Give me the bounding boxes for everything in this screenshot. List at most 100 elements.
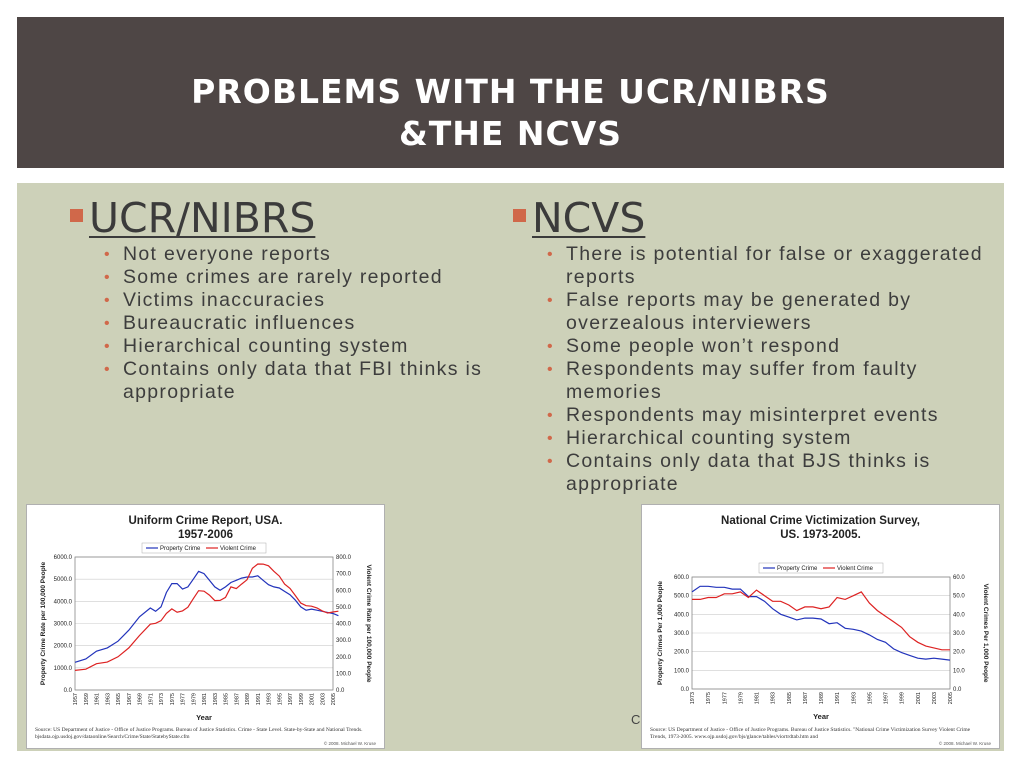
y-tick-label: 600.0: [674, 575, 690, 581]
x-tick-label: 1981: [755, 692, 761, 704]
chart-copyright: © 2008. Michael W. Kruse: [323, 741, 376, 746]
x-tick-label: 1959: [84, 693, 90, 705]
y2-tick-label: 0.0: [953, 687, 962, 693]
slide-title: PROBLEMS WITH THE UCR/NIBRS &THE NCVS: [17, 71, 1004, 155]
stray-character: C: [631, 712, 641, 727]
x-tick-label: 1971: [148, 693, 154, 705]
x-tick-label: 1977: [181, 693, 187, 705]
bullet-dot-icon: •: [547, 407, 554, 424]
legend-label: Violent Crime: [220, 546, 257, 552]
y-tick-label: 4000.0: [54, 599, 73, 605]
legend-box: [141, 542, 267, 554]
y2-tick-label: 0.0: [336, 688, 345, 694]
x-tick-label: 1985: [787, 692, 793, 704]
x-tick-label: 1987: [803, 692, 809, 704]
bullet-text: Contains only data that BJS thinks is ap…: [566, 450, 931, 495]
x-tick-label: 1997: [884, 692, 890, 704]
x-tick-label: 1973: [690, 692, 696, 704]
y-tick-label: 300.0: [674, 631, 690, 637]
bullet-text: Bureaucratic influences: [123, 312, 356, 334]
x-tick-label: 1975: [170, 693, 176, 705]
x-tick-label: 1991: [256, 693, 262, 705]
plot-frame: [74, 556, 334, 691]
bullet-dot-icon: •: [547, 292, 554, 309]
x-tick-label: 1961: [95, 693, 101, 705]
y2-tick-label: 800.0: [336, 555, 352, 561]
x-tick-label: 1991: [835, 692, 841, 704]
x-tick-label: 1983: [771, 692, 777, 704]
ucr-heading-row: UCR/NIBRS: [70, 195, 490, 241]
x-tick-label: 1979: [191, 693, 197, 705]
ucr-chart: Uniform Crime Report, USA. 1957-2006 0.0…: [26, 504, 385, 749]
x-tick-label: 1975: [706, 692, 712, 704]
chart-title-line: Uniform Crime Report, USA.: [128, 515, 283, 527]
list-item: • Bureaucratic influences: [104, 312, 490, 335]
bullet-dot-icon: •: [547, 453, 554, 470]
x-tick-label: 1965: [116, 693, 122, 705]
y-tick-label: 1000.0: [54, 666, 73, 672]
bullet-text: Some people won’t respond: [566, 335, 841, 357]
x-tick-label: 1983: [213, 693, 219, 705]
title-line-1: PROBLEMS WITH THE UCR/NIBRS: [191, 72, 830, 111]
bullet-dot-icon: •: [547, 430, 554, 447]
y-tick-label: 6000.0: [54, 555, 73, 561]
list-item: • There is potential for false or exagger…: [547, 243, 1003, 289]
bullet-text: Respondents may suffer from faulty memor…: [566, 358, 918, 403]
list-item: • Contains only data that FBI thinks is a…: [104, 358, 490, 404]
y2-tick-label: 10.0: [953, 668, 965, 674]
list-item: • Respondents may suffer from faulty memo…: [547, 358, 1003, 404]
x-tick-label: 1997: [288, 693, 294, 705]
title-line-2: &THE NCVS: [398, 114, 623, 153]
bullet-text: Hierarchical counting system: [123, 335, 409, 357]
x-tick-label: 1993: [851, 692, 857, 704]
y2-tick-label: 700.0: [336, 572, 352, 578]
y-tick-label: 500.0: [674, 594, 690, 600]
x-tick-label: 2005: [948, 692, 954, 704]
ucr-column: UCR/NIBRS • Not everyone reports • Some cr…: [70, 195, 490, 404]
bullet-text: Not everyone reports: [123, 243, 332, 265]
y2-axis-label: Violent Crimes Per 1,000 People: [982, 584, 989, 683]
x-tick-label: 1985: [224, 693, 230, 705]
y2-tick-label: 40.0: [953, 612, 965, 618]
x-tick-label: 2005: [331, 693, 337, 705]
bullet-text: Contains only data that FBI thinks is ap…: [123, 358, 483, 403]
x-tick-label: 1979: [738, 692, 744, 704]
bullet-text: False reports may be generated by overze…: [566, 289, 912, 334]
y2-tick-label: 400.0: [336, 622, 352, 628]
y2-tick-label: 50.0: [953, 594, 965, 600]
title-bar: PROBLEMS WITH THE UCR/NIBRS &THE NCVS: [17, 17, 1004, 168]
x-axis-label: Year: [196, 713, 212, 722]
list-item: • Contains only data that BJS thinks is a…: [547, 450, 1003, 496]
x-tick-label: 1995: [277, 693, 283, 705]
x-tick-label: 1957: [73, 693, 79, 705]
list-item: • False reports may be generated by overz…: [547, 289, 1003, 335]
series-line-property-crime: [691, 585, 951, 661]
list-item: • Some people won’t respond: [547, 335, 1003, 358]
chart-title: National Crime Victimization Survey, US.…: [642, 514, 999, 542]
series-line-violent-crime: [692, 589, 950, 651]
x-tick-label: 1999: [299, 693, 305, 705]
x-tick-label: 1989: [245, 693, 251, 705]
bullet-dot-icon: •: [104, 292, 111, 309]
bullet-dot-icon: •: [547, 361, 554, 378]
x-tick-label: 1973: [159, 693, 165, 705]
y2-tick-label: 100.0: [336, 671, 352, 677]
chart-copyright: © 2008. Michael W. Kruse: [938, 741, 991, 746]
y-tick-label: 3000.0: [54, 622, 73, 628]
x-tick-label: 2001: [310, 693, 316, 705]
ncvs-column: NCVS • There is potential for false or ex…: [513, 195, 1003, 496]
bullet-dot-icon: •: [104, 338, 111, 355]
x-tick-label: 1999: [900, 692, 906, 704]
x-tick-label: 1987: [234, 693, 240, 705]
square-bullet-icon: [70, 209, 83, 222]
ncvs-chart-svg: 0.0 100.0 200.0 300.0 400.0 500.0 600.0 0.0 10.0…: [657, 562, 989, 721]
list-item: • Hierarchical counting system: [547, 427, 1003, 450]
y-axis-label: Property Crimes Per 1,000 People: [657, 581, 664, 685]
y2-axis-label: Violent Crime Rate per 100,000 People: [365, 564, 372, 682]
x-tick-label: 2001: [916, 692, 922, 704]
bullet-dot-icon: •: [547, 246, 554, 263]
y-tick-label: 0.0: [64, 688, 73, 694]
ncvs-bullet-list: • There is potential for false or exagger…: [513, 243, 1003, 496]
x-tick-label: 1969: [138, 693, 144, 705]
chart-title: Uniform Crime Report, USA. 1957-2006: [27, 514, 384, 542]
